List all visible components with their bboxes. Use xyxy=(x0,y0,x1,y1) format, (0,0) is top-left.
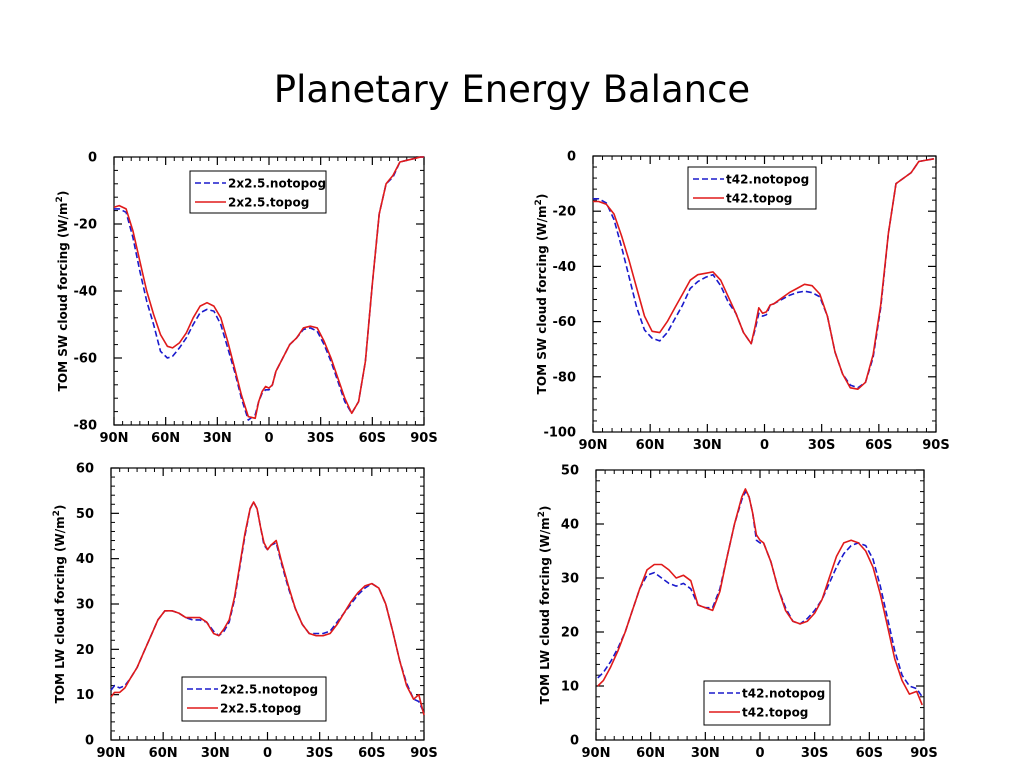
series-line-topog xyxy=(593,158,935,391)
x-tick-label: 60S xyxy=(359,431,386,446)
y-tick-label: -40 xyxy=(74,285,98,300)
y-tick-label: 40 xyxy=(561,518,579,533)
x-tick-label: 30N xyxy=(201,746,230,761)
x-tick-label: 0 xyxy=(264,431,273,446)
x-tick-label: 30N xyxy=(691,746,720,761)
y-tick-label: 20 xyxy=(76,643,94,658)
y-tick-label: 20 xyxy=(561,626,579,641)
x-tick-label: 90S xyxy=(922,438,949,453)
y-tick-label: 0 xyxy=(570,734,579,749)
x-tick-label: 90S xyxy=(410,431,437,446)
legend: t42.notopog t42.topog xyxy=(703,680,831,726)
legend: 2x2.5.notopog 2x2.5.topog xyxy=(181,676,327,722)
series-line-notopog xyxy=(110,501,425,714)
legend-label: 2x2.5.topog xyxy=(228,196,309,210)
y-tick-label: -60 xyxy=(74,352,98,367)
x-tick-label: 60S xyxy=(856,746,883,761)
y-tick-label: 30 xyxy=(76,598,94,613)
legend-label: 2x2.5.topog xyxy=(220,702,301,716)
series-line-topog xyxy=(110,501,425,716)
x-tick-label: 30S xyxy=(306,746,333,761)
y-tick-label: 10 xyxy=(561,680,579,695)
y-tick-label: 50 xyxy=(76,507,94,522)
legend-label: t42.notopog xyxy=(742,687,825,701)
x-tick-label: 90S xyxy=(910,746,937,761)
legend-label: 2x2.5.notopog xyxy=(228,177,326,191)
x-tick-label: 90N xyxy=(100,431,129,446)
x-tick-label: 0 xyxy=(263,746,272,761)
x-tick-label: 30N xyxy=(693,438,722,453)
y-tick-label: 40 xyxy=(76,552,94,567)
legend-label: t42.topog xyxy=(742,706,808,720)
y-tick-label: -100 xyxy=(543,426,576,441)
legend-label: t42.topog xyxy=(726,192,792,206)
series-line-notopog xyxy=(593,158,935,389)
slide-title: Planetary Energy Balance xyxy=(273,68,751,111)
y-axis-title: TOM SW cloud forcing (W/m2) xyxy=(534,194,549,395)
series-line-notopog xyxy=(597,490,923,698)
y-tick-label: -40 xyxy=(553,260,577,275)
y-tick-label: -20 xyxy=(553,205,577,220)
x-tick-label: 90N xyxy=(579,438,608,453)
legend-box xyxy=(703,680,831,726)
y-axis-title: TOM SW cloud forcing (W/m2) xyxy=(55,191,70,392)
x-tick-label: 90N xyxy=(582,746,611,761)
y-tick-label: 10 xyxy=(76,688,94,703)
x-tick-label: 60N xyxy=(149,746,178,761)
legend-label: t42.notopog xyxy=(726,173,809,187)
y-tick-label: 50 xyxy=(561,464,579,479)
y-tick-label: -80 xyxy=(74,419,98,434)
legend: t42.notopog t42.topog xyxy=(687,166,817,210)
x-tick-label: 30S xyxy=(801,746,828,761)
x-tick-label: 30N xyxy=(203,431,232,446)
legend-label: 2x2.5.notopog xyxy=(220,683,318,697)
legend-box xyxy=(687,166,817,210)
x-tick-label: 60S xyxy=(865,438,892,453)
y-tick-label: 0 xyxy=(88,151,97,166)
x-tick-label: 60N xyxy=(636,438,665,453)
x-tick-label: 60N xyxy=(636,746,665,761)
y-tick-label: 60 xyxy=(76,462,94,477)
y-axis-title: TOM LW cloud forcing (W/m2) xyxy=(537,506,552,705)
y-tick-label: 0 xyxy=(85,734,94,749)
x-tick-label: 60N xyxy=(151,431,180,446)
x-tick-label: 60S xyxy=(358,746,385,761)
x-tick-label: 0 xyxy=(755,746,764,761)
y-axis-title: TOM LW cloud forcing (W/m2) xyxy=(52,505,67,704)
legend: 2x2.5.notopog 2x2.5.topog xyxy=(189,170,327,214)
y-tick-label: -20 xyxy=(74,218,98,233)
x-tick-label: 0 xyxy=(760,438,769,453)
x-tick-label: 30S xyxy=(808,438,835,453)
series-line-topog xyxy=(113,156,424,420)
y-tick-label: -80 xyxy=(553,370,577,385)
y-tick-label: -60 xyxy=(553,315,577,330)
x-tick-label: 90S xyxy=(410,746,437,761)
legend-box xyxy=(189,170,327,214)
x-tick-label: 30S xyxy=(307,431,334,446)
y-tick-label: 0 xyxy=(567,150,576,165)
legend-box xyxy=(181,676,327,722)
series-line-topog xyxy=(597,488,923,706)
x-tick-label: 90N xyxy=(97,746,126,761)
y-tick-label: 30 xyxy=(561,572,579,587)
